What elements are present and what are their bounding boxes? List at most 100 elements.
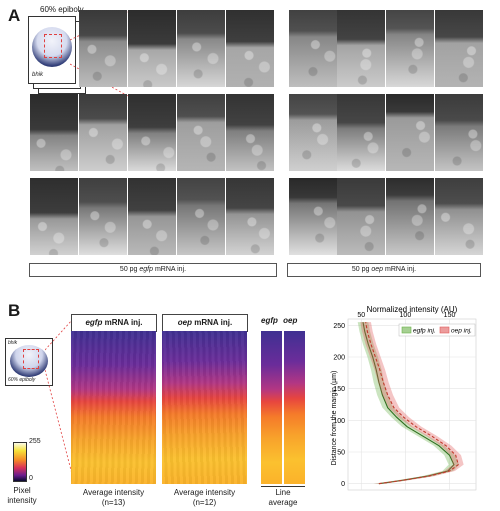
line-average-oep (284, 331, 305, 484)
chart-xlabel: Normalized intensity (AU) (367, 305, 458, 314)
caption-egfp-post: mRNA inj. (153, 266, 187, 273)
microscopy-tile-texture (386, 10, 434, 87)
microscopy-tile (128, 94, 176, 171)
microscopy-tile (79, 10, 127, 87)
heatmap-egfp (71, 331, 156, 484)
caption-egfp: 50 pg egfp mRNA inj. (29, 263, 277, 277)
colorbar-title: Pixel intensity (4, 486, 40, 506)
microscopy-tile-texture (337, 178, 385, 255)
colorbar-min-label: 0 (29, 475, 33, 482)
microscopy-tile-texture (337, 94, 385, 171)
microscopy-tile (79, 94, 127, 171)
microscopy-tile (128, 178, 176, 255)
line-average-titles: egfp oep (260, 316, 306, 325)
chart-legend-label: oep inj. (451, 328, 472, 335)
microscopy-tile-texture (177, 178, 225, 255)
microscopy-tile (30, 94, 78, 171)
microscopy-tile-texture (386, 94, 434, 171)
chart-y-tick-label: 250 (333, 323, 345, 330)
microscopy-tile (226, 178, 274, 255)
microscopy-tile (289, 10, 337, 87)
heatmap-egfp-title: egfp mRNA inj. (71, 314, 157, 332)
chart-y-tick-label: 150 (333, 386, 345, 393)
heatmap-egfp-texture (71, 331, 156, 484)
chart-series-band (360, 322, 464, 484)
chart-x-tick-label: 50 (357, 312, 365, 319)
inset-label-top: 60% epiboly (40, 5, 84, 14)
chart-legend-swatch (439, 326, 450, 334)
chart-legend-swatch (401, 326, 412, 334)
chart-series (357, 322, 464, 485)
microscopy-tile-texture (30, 178, 78, 255)
colorbar-title-line1: Pixel (13, 486, 31, 495)
panel-b-inset: bhik 60% epiboly (5, 338, 53, 386)
chart-ylabel: Distance from the margin (µm) (331, 371, 338, 466)
line-average-label-line2: average (268, 498, 298, 507)
microscopy-tile-texture (289, 178, 337, 255)
line-average-label: Line average (258, 488, 308, 508)
heatmap-egfp-suffix: mRNA inj. (102, 318, 143, 327)
microscopy-tile-texture (226, 178, 274, 255)
embryo-roi-box (44, 34, 62, 58)
intensity-profile-chart: Normalized intensity (AU) Distance from … (331, 305, 477, 491)
line-avg-gene-oep: oep (283, 316, 298, 325)
microscopy-tile-texture (226, 94, 274, 171)
microscopy-tile (337, 178, 385, 255)
caption-oep-gene: oep (371, 266, 384, 273)
chart-y-tick-label: 100 (333, 418, 345, 425)
microscopy-tile-texture (435, 94, 483, 171)
microscopy-tile (386, 10, 434, 87)
heatmap-egfp-label-line1: Average intensity (82, 488, 145, 497)
microscopy-tile (435, 94, 483, 171)
chart-x-tick-label: 100 (400, 312, 412, 319)
microscopy-tile (435, 10, 483, 87)
embryo-image (32, 27, 72, 67)
chart-legend-box (398, 323, 476, 337)
heatmap-oep (162, 331, 247, 484)
caption-egfp-gene: egfp (139, 266, 154, 273)
embryo-image-b (10, 345, 48, 377)
microscopy-tile-texture (289, 94, 337, 171)
microscopy-tile-texture (386, 178, 434, 255)
heatmap-oep-title: oep mRNA inj. (162, 314, 248, 332)
colorbar-max-label: 255 (29, 438, 41, 445)
embryo-roi-box-b (23, 349, 39, 369)
chart-y-tick-label: 200 (333, 355, 345, 362)
chart-axes: 50 100 150 0 50 100 150 200 250 (333, 312, 455, 488)
microscopy-tile-texture (435, 178, 483, 255)
heatmap-oep-label-line2: (n=12) (192, 498, 217, 507)
heatmap-oep-label: Average intensity (n=12) (157, 488, 252, 508)
microscopy-tile (337, 94, 385, 171)
chart-legend: egfp inj. oep inj. (398, 323, 476, 337)
inset-b-label-bottom: 60% epiboly (8, 377, 36, 383)
microscopy-tile (128, 10, 176, 87)
microscopy-tile (177, 178, 225, 255)
colorbar-title-line2: intensity (7, 496, 37, 505)
inset-front-card: bhik (28, 16, 76, 84)
chart-series-line (365, 322, 459, 485)
microscopy-tile-texture (30, 94, 78, 171)
chart-y-tick-label: 0 (341, 481, 345, 488)
microscopy-tile (79, 178, 127, 255)
microscopy-tile (30, 178, 78, 255)
microscopy-tile-texture (177, 94, 225, 171)
microscopy-tile-texture (289, 10, 337, 87)
microscopy-tile-texture (128, 10, 176, 87)
heatmap-egfp-label-line2: (n=13) (101, 498, 126, 507)
microscopy-tile (226, 94, 274, 171)
inset-b-label-top: bhik (8, 340, 18, 346)
microscopy-tile-texture (128, 94, 176, 171)
microscopy-tile (386, 94, 434, 171)
chart-y-tick-label: 50 (337, 450, 345, 457)
microscopy-tile (386, 178, 434, 255)
microscopy-tile-texture (435, 10, 483, 87)
caption-oep-post: mRNA inj. (383, 266, 417, 273)
caption-egfp-pre: 50 pg (119, 266, 140, 273)
microscopy-tile (289, 94, 337, 171)
chart-x-tick-label: 150 (444, 312, 456, 319)
heatmap-egfp-gene: egfp (85, 318, 103, 327)
heatmap-oep-suffix: mRNA inj. (192, 318, 233, 327)
panel-a-inset: bhik (28, 16, 86, 94)
microscopy-tile-texture (128, 178, 176, 255)
microscopy-tile-texture (226, 10, 274, 87)
